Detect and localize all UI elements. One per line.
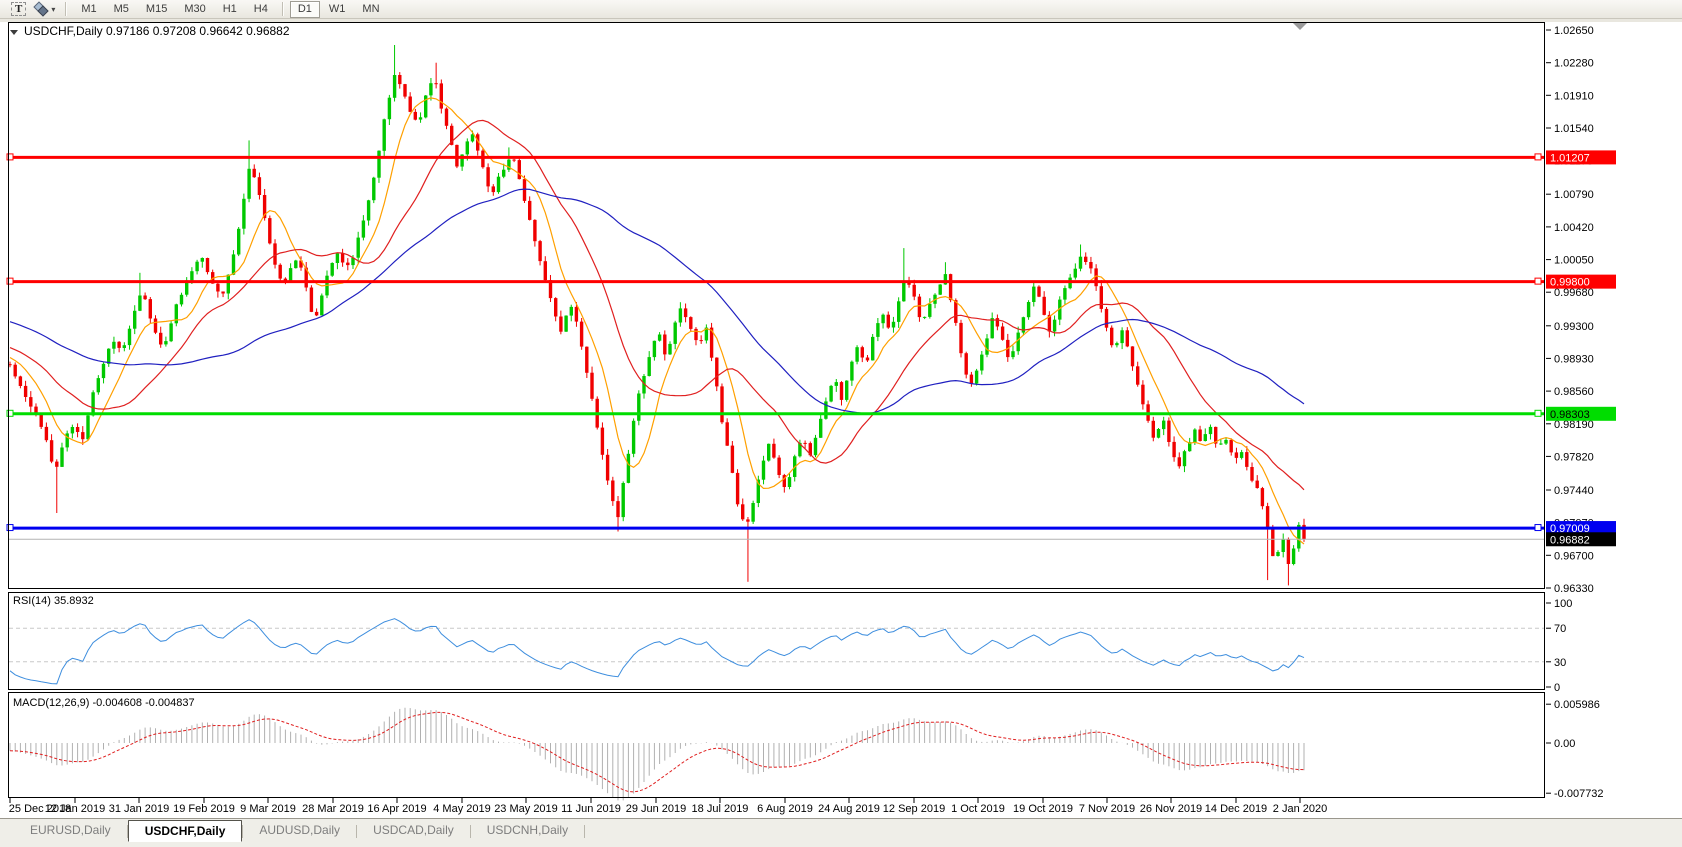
rsi-panel: RSI(14) 35.8932 [9,595,1544,685]
svg-text:16 Apr 2019: 16 Apr 2019 [367,803,426,815]
svg-text:0.97820: 0.97820 [1554,451,1594,463]
rsi-line [9,618,1305,685]
timeframe-m15-button[interactable]: M15 [138,1,175,18]
svg-text:1.01540: 1.01540 [1554,123,1594,135]
svg-text:1.00420: 1.00420 [1554,222,1594,234]
svg-text:12 Jan 2019: 12 Jan 2019 [45,803,106,815]
quote-line: USDCHF,Daily 0.97186 0.97208 0.96642 0.9… [24,24,290,38]
toolbar-separator [281,2,284,16]
chart-style-tool-button[interactable]: ▾ [31,1,59,18]
svg-text:1.02650: 1.02650 [1554,25,1594,37]
svg-text:23 May 2019: 23 May 2019 [494,803,558,815]
svg-text:0.99680: 0.99680 [1554,287,1594,299]
svg-text:1 Oct 2019: 1 Oct 2019 [951,803,1005,815]
pane-border [8,22,1545,589]
svg-text:1.00050: 1.00050 [1554,255,1594,267]
svg-text:1.02280: 1.02280 [1554,58,1594,70]
svg-text:0.97440: 0.97440 [1554,485,1594,497]
tab-usdcnh-daily[interactable]: USDCNH,Daily [486,823,569,837]
svg-text:19 Feb 2019: 19 Feb 2019 [173,803,235,815]
svg-text:0.98190: 0.98190 [1554,419,1594,431]
svg-text:0.98303: 0.98303 [1550,409,1590,421]
svg-text:14 Dec 2019: 14 Dec 2019 [1205,803,1267,815]
quote-collapse-icon[interactable] [10,30,18,35]
tab-divider [469,825,471,838]
ma-fast-line [9,97,1305,545]
timeframe-m1-button[interactable]: M1 [73,1,104,18]
svg-text:0.97009: 0.97009 [1550,523,1590,535]
svg-text:7 Nov 2019: 7 Nov 2019 [1079,803,1135,815]
tab-divider [126,825,128,838]
svg-text:30: 30 [1554,657,1566,669]
svg-text:1.00790: 1.00790 [1554,189,1594,201]
text-tool-button[interactable]: T [7,1,30,18]
horizontal-lines-layer[interactable] [6,153,1544,532]
tab-divider [584,825,586,838]
svg-text:4 May 2019: 4 May 2019 [433,803,490,815]
pane-border [8,692,1545,798]
ma-slow-line [9,188,1305,415]
style-diamond-icon [37,5,50,17]
svg-text:0.005986: 0.005986 [1554,699,1600,711]
svg-text:24 Aug 2019: 24 Aug 2019 [818,803,880,815]
price-axis[interactable]: 1.026501.022801.019101.015401.011701.007… [1546,25,1616,800]
timeframe-d1-button[interactable]: D1 [289,0,320,18]
svg-text:0.96330: 0.96330 [1554,583,1594,595]
toolbar: T ▾ M1 M5 M15 M30 H1 H4 D1 W1 MN [0,0,1682,19]
svg-text:25 Dec 2018: 25 Dec 2018 [9,803,71,815]
svg-text:70: 70 [1554,623,1566,635]
svg-text:28 Mar 2019: 28 Mar 2019 [302,803,364,815]
macd-panel: MACD(12,26,9) -0.004608 -0.004837 [9,697,1305,801]
svg-text:2 Jan 2020: 2 Jan 2020 [1273,803,1327,815]
tab-usdcad-daily[interactable]: USDCAD,Daily [373,823,454,837]
chart-tabs: EURUSD,Daily USDCHF,Daily AUDUSD,Daily U… [0,818,1682,847]
svg-text:0.99300: 0.99300 [1554,321,1594,333]
macd-label: MACD(12,26,9) -0.004608 -0.004837 [13,697,195,709]
svg-text:18 Jul 2019: 18 Jul 2019 [692,803,749,815]
svg-text:0.96882: 0.96882 [1550,534,1590,546]
svg-text:29 Jun 2019: 29 Jun 2019 [626,803,687,815]
timeframe-mn-button[interactable]: MN [354,1,387,18]
svg-text:100: 100 [1554,598,1572,610]
timeframe-m5-button[interactable]: M5 [106,1,137,18]
timeframe-h4-button[interactable]: H4 [246,1,276,18]
chart-shift-marker[interactable] [1293,23,1307,30]
ma-mid-line [9,119,1305,491]
tab-divider [242,825,244,838]
text-tool-icon: T [11,2,27,16]
candles-layer [8,45,1306,586]
svg-text:9 Mar 2019: 9 Mar 2019 [240,803,296,815]
pane-border [8,592,1545,690]
svg-text:6 Aug 2019: 6 Aug 2019 [757,803,813,815]
macd-signal-line [9,711,1305,793]
timeframe-w1-button[interactable]: W1 [321,1,354,18]
svg-text:26 Nov 2019: 26 Nov 2019 [1140,803,1202,815]
timeframe-h1-button[interactable]: H1 [215,1,245,18]
svg-text:0.98560: 0.98560 [1554,386,1594,398]
tab-usdchf-daily[interactable]: USDCHF,Daily [127,820,243,842]
chart-canvas[interactable]: USDCHF,Daily 0.97186 0.97208 0.96642 0.9… [0,19,1682,818]
svg-text:11 Jun 2019: 11 Jun 2019 [561,803,621,815]
chevron-down-icon: ▾ [51,4,56,14]
tab-divider [356,825,358,838]
svg-text:12 Sep 2019: 12 Sep 2019 [883,803,945,815]
svg-text:0.98930: 0.98930 [1554,353,1594,365]
svg-text:31 Jan 2019: 31 Jan 2019 [109,803,170,815]
svg-text:-0.007732: -0.007732 [1554,788,1604,800]
timeframe-m30-button[interactable]: M30 [176,1,213,18]
svg-text:0: 0 [1554,682,1560,694]
svg-text:0.00: 0.00 [1554,738,1575,750]
tab-audusd-daily[interactable]: AUDUSD,Daily [259,823,341,837]
tab-eurusd-daily[interactable]: EURUSD,Daily [30,823,111,837]
svg-text:0.96700: 0.96700 [1554,550,1594,562]
svg-text:19 Oct 2019: 19 Oct 2019 [1013,803,1073,815]
rsi-label: RSI(14) 35.8932 [13,595,94,607]
toolbar-separator [65,2,68,16]
svg-text:1.01910: 1.01910 [1554,90,1594,102]
svg-text:0.99800: 0.99800 [1550,277,1590,289]
svg-text:1.01207: 1.01207 [1550,152,1590,164]
